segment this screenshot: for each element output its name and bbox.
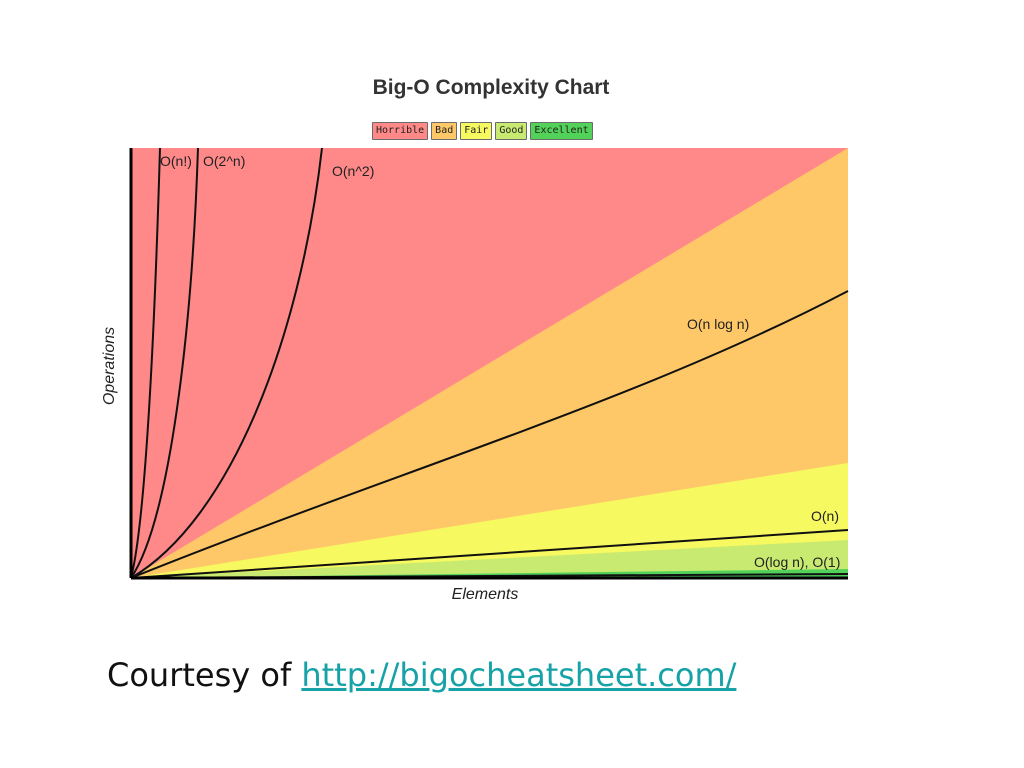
label-nlogn: O(n log n) [687, 316, 749, 332]
region-good [131, 540, 848, 578]
label-exponential: O(2^n) [203, 153, 245, 169]
curve-quadratic [130, 147, 323, 579]
curve-linear [130, 529, 849, 579]
region-fair [131, 463, 848, 578]
label-factorial: O(n!) [160, 153, 192, 169]
courtesy-line: Courtesy of http://bigocheatsheet.com/ [107, 656, 736, 694]
label-log-const: O(log n), O(1) [754, 554, 840, 570]
source-link[interactable]: http://bigocheatsheet.com/ [301, 656, 737, 694]
region-bad [131, 148, 848, 578]
curve-factorial [130, 147, 161, 579]
label-quadratic: O(n^2) [332, 163, 374, 179]
legend-bad: Bad [431, 122, 458, 140]
legend-horrible: Horrible [372, 122, 429, 140]
chart-title: Big-O Complexity Chart [372, 76, 610, 99]
label-linear: O(n) [811, 508, 839, 524]
legend: Horrible Bad Fair Good Excellent [372, 122, 593, 140]
y-axis-label: Operations [101, 326, 118, 406]
legend-good: Good [495, 122, 528, 140]
legend-excellent: Excellent [530, 122, 593, 140]
courtesy-prefix: Courtesy of [107, 656, 302, 694]
curve-nlogn [130, 290, 849, 579]
legend-fair: Fair [460, 122, 493, 140]
curve-exponential [130, 147, 199, 579]
x-axis-label: Elements [451, 586, 519, 603]
